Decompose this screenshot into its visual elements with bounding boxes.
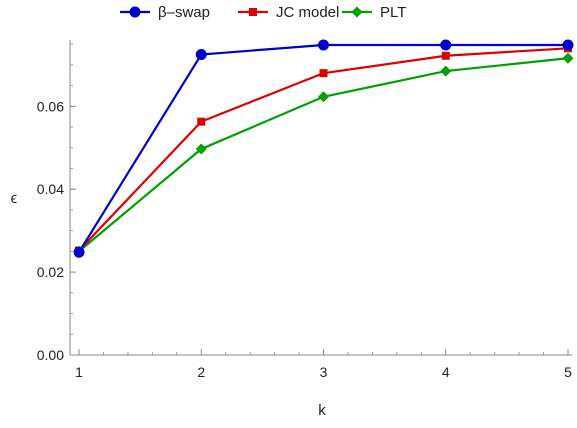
data-point [197, 117, 206, 126]
legend-label: PLT [380, 4, 406, 21]
y-tick-label: 0.00 [37, 347, 64, 363]
data-point [73, 246, 85, 258]
series--swap [73, 39, 574, 258]
x-tick-label: 5 [564, 364, 572, 380]
data-point [319, 69, 328, 78]
data-point [440, 65, 452, 77]
legend-label: JC model [276, 4, 339, 21]
legend-swatch-marker [351, 6, 363, 18]
x-tick-label: 4 [442, 364, 450, 380]
x-tick-label: 3 [320, 364, 328, 380]
legend-swatch-marker [249, 8, 257, 16]
legend-label: β–swap [158, 4, 210, 21]
legend: β–swap JC model PLT [120, 4, 406, 21]
data-point [440, 39, 452, 51]
data-point [318, 39, 329, 51]
data-point [562, 52, 574, 64]
series-layer [73, 39, 574, 258]
y-tick-label: 0.04 [37, 181, 64, 197]
data-point [195, 49, 207, 61]
series-jc-model [75, 44, 572, 255]
data-point [195, 143, 207, 155]
axes: 1 2 3 4 5 0.00 0.02 0.04 0.06 [37, 40, 572, 380]
x-tick-label: 2 [197, 364, 205, 380]
legend-item: β–swap [120, 4, 210, 21]
legend-item: PLT [342, 4, 406, 21]
legend-item: JC model [238, 4, 339, 21]
series-plt [73, 52, 574, 257]
y-axis-title: ϵ [11, 190, 18, 207]
x-axis-title: k [318, 402, 326, 419]
y-tick-label: 0.06 [37, 98, 64, 114]
x-tick-label: 1 [75, 364, 83, 380]
data-point [441, 51, 450, 60]
data-point [562, 39, 574, 51]
series-line [78, 47, 569, 252]
data-point [318, 91, 329, 103]
legend-swatch-marker [129, 6, 141, 18]
series-line [78, 57, 569, 253]
y-tick-label: 0.02 [37, 264, 64, 280]
